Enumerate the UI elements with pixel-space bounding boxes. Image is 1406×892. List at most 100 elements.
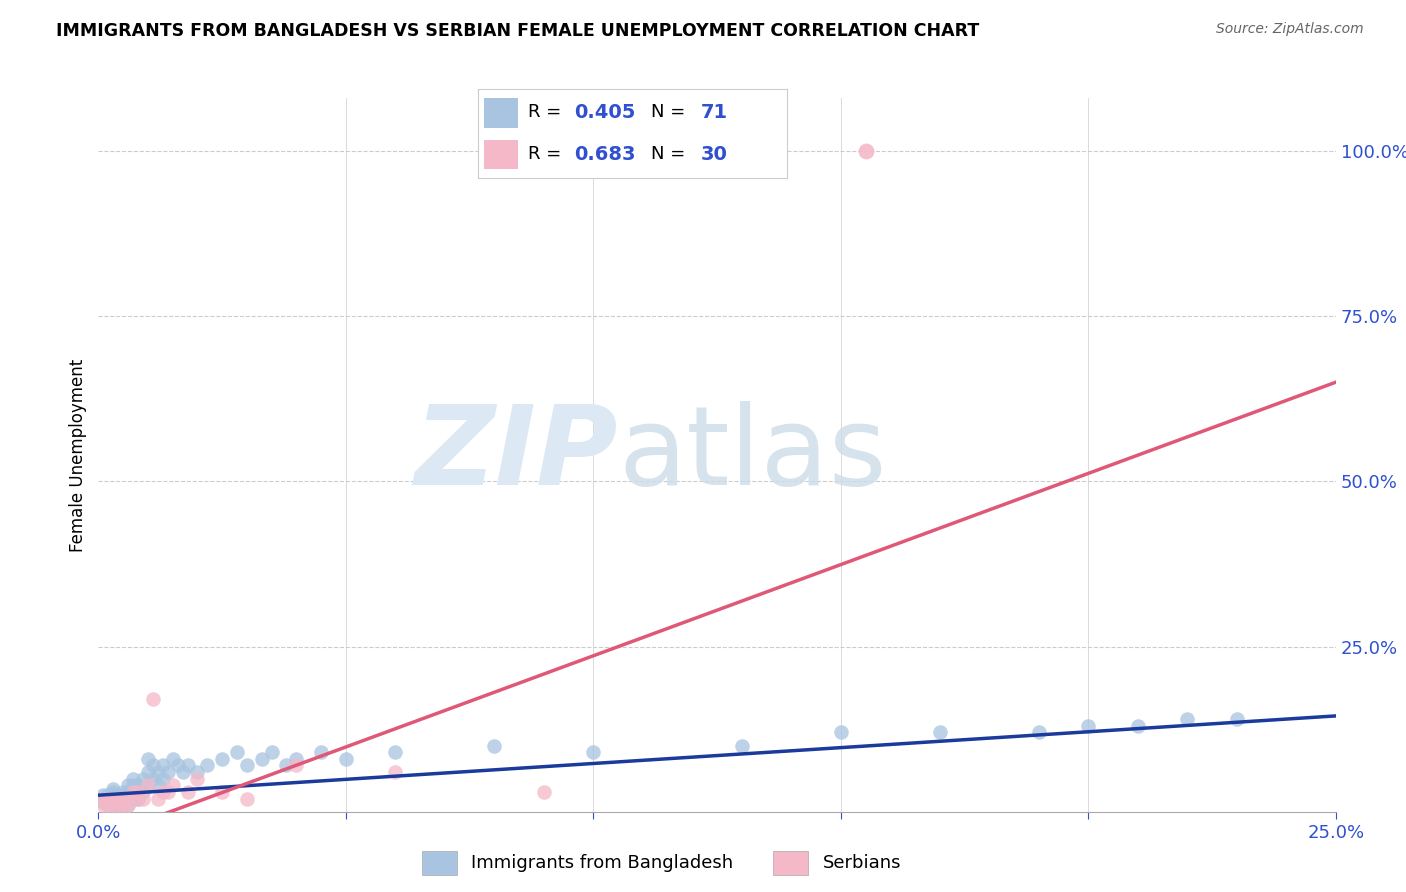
Point — [195, 758, 218, 772]
Point — [97, 791, 120, 805]
Point — [830, 725, 852, 739]
Point — [142, 772, 165, 786]
Point — [285, 758, 308, 772]
Text: Immigrants from Bangladesh: Immigrants from Bangladesh — [471, 854, 733, 872]
Point — [103, 795, 125, 809]
Point — [132, 785, 155, 799]
Point — [117, 798, 139, 813]
Y-axis label: Female Unemployment: Female Unemployment — [69, 359, 87, 551]
Point — [127, 785, 149, 799]
Point — [93, 798, 115, 813]
Point — [93, 791, 115, 805]
Bar — [484, 98, 519, 128]
Point — [928, 725, 950, 739]
Point — [127, 778, 149, 792]
Point — [132, 791, 155, 805]
Point — [236, 791, 259, 805]
Point — [162, 778, 184, 792]
Text: R =: R = — [527, 145, 567, 163]
Point — [211, 785, 233, 799]
Point — [152, 785, 174, 799]
Text: 30: 30 — [700, 145, 728, 164]
Point — [166, 758, 188, 772]
Point — [93, 788, 115, 802]
Point — [156, 765, 179, 780]
Point — [117, 791, 139, 805]
Point — [146, 765, 169, 780]
Point — [103, 795, 125, 809]
Point — [97, 798, 120, 813]
Point — [384, 765, 406, 780]
Point — [1126, 719, 1149, 733]
Point — [117, 778, 139, 792]
Point — [117, 785, 139, 799]
Point — [162, 752, 184, 766]
Point — [112, 798, 135, 813]
Text: Serbians: Serbians — [823, 854, 901, 872]
Point — [103, 791, 125, 805]
Point — [146, 778, 169, 792]
Point — [156, 785, 179, 799]
Point — [127, 791, 149, 805]
Point — [107, 791, 129, 805]
Point — [103, 798, 125, 813]
Point — [103, 791, 125, 805]
Point — [127, 791, 149, 805]
Point — [176, 785, 198, 799]
Point — [533, 785, 555, 799]
Point — [112, 788, 135, 802]
Point — [146, 791, 169, 805]
Point — [122, 778, 145, 792]
Point — [122, 772, 145, 786]
Point — [260, 745, 283, 759]
Point — [152, 758, 174, 772]
Point — [112, 785, 135, 799]
Text: Source: ZipAtlas.com: Source: ZipAtlas.com — [1216, 22, 1364, 37]
Point — [112, 798, 135, 813]
Text: R =: R = — [527, 103, 567, 121]
Point — [112, 791, 135, 805]
Point — [211, 752, 233, 766]
Point — [484, 739, 506, 753]
Point — [97, 795, 120, 809]
Text: N =: N = — [651, 145, 692, 163]
Point — [107, 795, 129, 809]
Point — [97, 798, 120, 813]
Point — [136, 752, 159, 766]
Point — [172, 765, 194, 780]
Point — [107, 791, 129, 805]
Point — [384, 745, 406, 759]
Point — [103, 798, 125, 813]
Point — [132, 772, 155, 786]
Text: 71: 71 — [700, 103, 728, 122]
Point — [107, 798, 129, 813]
Point — [186, 772, 208, 786]
Point — [1175, 712, 1198, 726]
Point — [122, 785, 145, 799]
Point — [335, 752, 357, 766]
Point — [107, 788, 129, 802]
Point — [226, 745, 249, 759]
Point — [731, 739, 754, 753]
Text: ZIP: ZIP — [415, 401, 619, 508]
Point — [1077, 719, 1099, 733]
Point — [112, 795, 135, 809]
Point — [122, 785, 145, 799]
Point — [112, 791, 135, 805]
Point — [117, 798, 139, 813]
Point — [103, 781, 125, 796]
Point — [236, 758, 259, 772]
Point — [97, 788, 120, 802]
Point — [117, 791, 139, 805]
Point — [136, 778, 159, 792]
Bar — [484, 140, 519, 169]
Point — [285, 752, 308, 766]
Text: IMMIGRANTS FROM BANGLADESH VS SERBIAN FEMALE UNEMPLOYMENT CORRELATION CHART: IMMIGRANTS FROM BANGLADESH VS SERBIAN FE… — [56, 22, 980, 40]
Text: atlas: atlas — [619, 401, 887, 508]
Text: N =: N = — [651, 103, 692, 121]
Point — [142, 758, 165, 772]
Bar — [422, 851, 457, 875]
Point — [136, 778, 159, 792]
Point — [93, 791, 115, 805]
Point — [97, 791, 120, 805]
